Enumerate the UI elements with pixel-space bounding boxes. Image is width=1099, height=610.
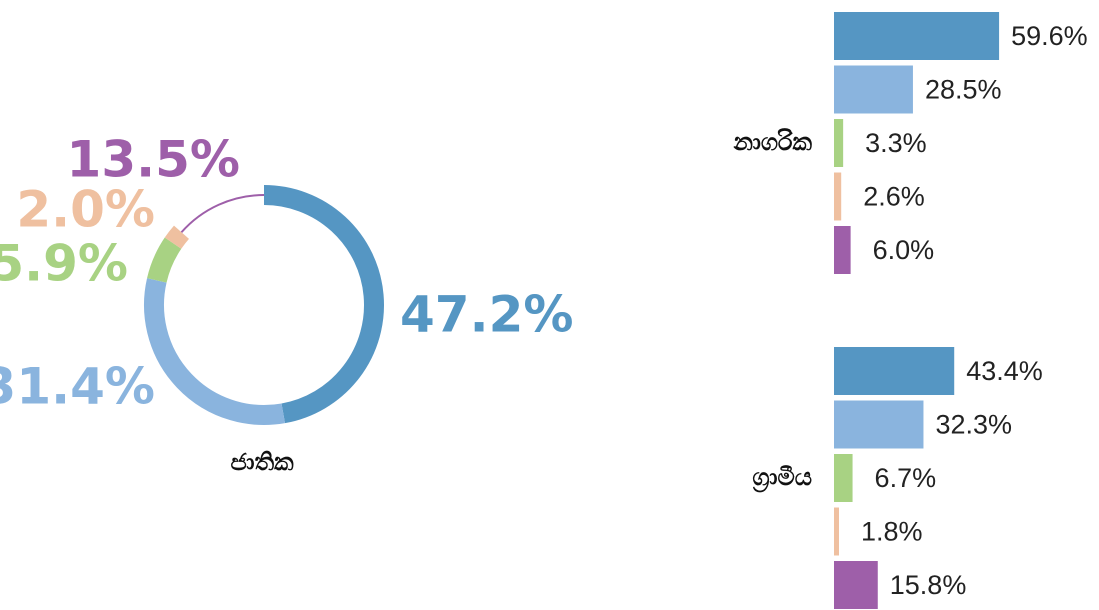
bar-label: 6.0% [873, 235, 935, 265]
slice-label: 47.2% [400, 286, 573, 344]
donut-slice [263, 185, 384, 424]
slice-label: 31.4% [0, 358, 155, 416]
donut-slice [164, 225, 190, 249]
bar-label: 3.3% [865, 128, 927, 158]
bar-label: 28.5% [925, 75, 1002, 105]
group-title: නාගරික [732, 128, 812, 156]
bar [834, 454, 853, 502]
bar [834, 65, 913, 114]
bar-label: 15.8% [890, 570, 967, 600]
bar [834, 172, 842, 221]
bar-label: 2.6% [863, 182, 925, 212]
bar-label: 6.7% [875, 463, 937, 493]
bar [834, 507, 839, 556]
donut-slice [144, 278, 285, 425]
bar [834, 12, 1000, 60]
bar [834, 400, 924, 449]
donut-slice [147, 237, 182, 283]
group-title: ග්‍රාමීය [752, 463, 812, 492]
bar [834, 119, 844, 167]
bar [834, 226, 851, 274]
bar [834, 347, 955, 395]
bar-label: 1.8% [861, 517, 923, 547]
slice-label: 5.9% [0, 235, 128, 293]
slice-label: 2.0% [16, 181, 155, 239]
slice-label: 13.5% [67, 131, 240, 189]
bar-label: 43.4% [966, 356, 1043, 386]
bar-label: 32.3% [935, 410, 1012, 440]
bar [834, 561, 878, 609]
donut-title: ජාතික [230, 448, 294, 476]
donut-slice [180, 194, 265, 233]
bar-label: 59.6% [1011, 21, 1088, 51]
